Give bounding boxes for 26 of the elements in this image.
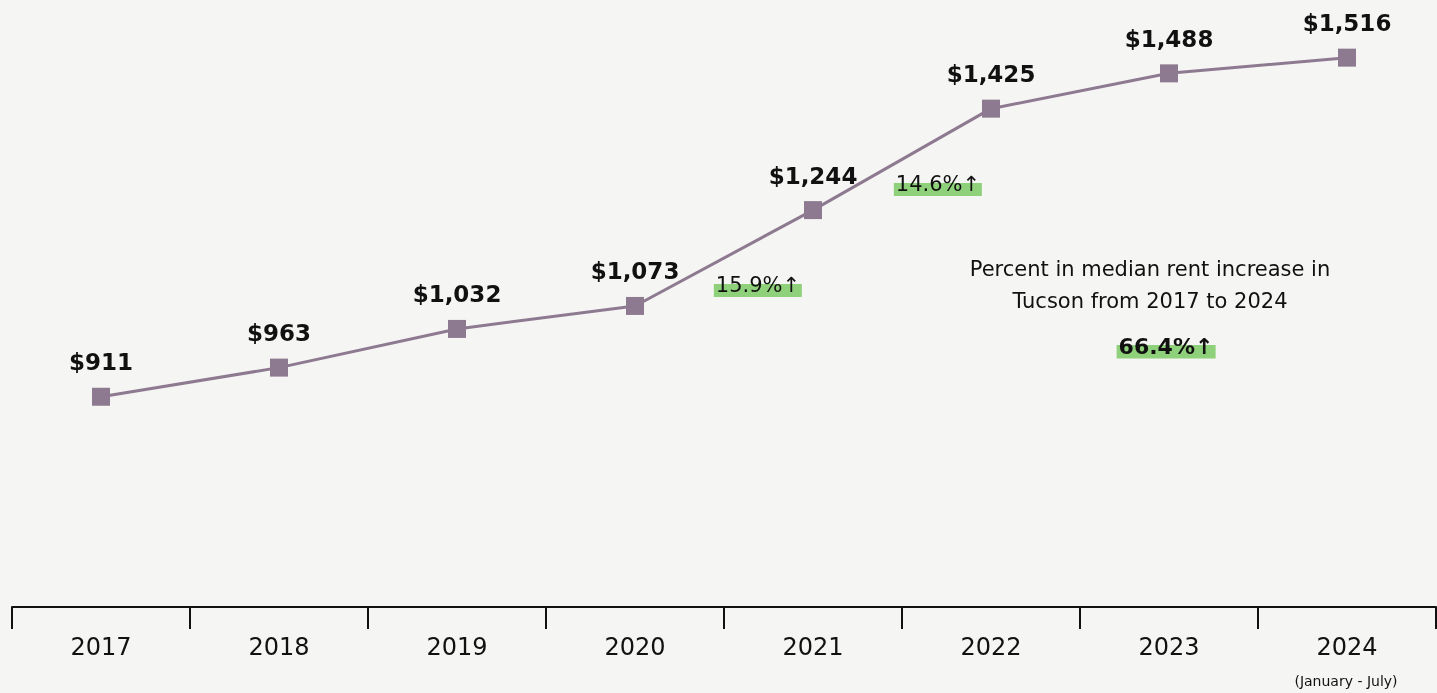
point: [982, 99, 1000, 118]
data-label: $1,073: [590, 258, 680, 285]
text: (January - July): [1294, 673, 1398, 689]
x-tick-label: 2019: [426, 633, 488, 661]
point: [92, 387, 110, 406]
data-label: $911: [68, 349, 134, 376]
annotation: Percent in median rent increase in Tucson from 2017 to 2024: [969, 256, 1331, 312]
point: [448, 319, 466, 338]
point: [626, 296, 644, 315]
x-tick-label: 2024: [1316, 633, 1378, 661]
point: [1160, 64, 1178, 83]
data-label: $1,516: [1302, 10, 1392, 37]
x-tick-label: 2017: [70, 633, 132, 661]
point: [270, 358, 288, 377]
x-tick-label: 2021: [782, 633, 844, 661]
data-label: $1,425: [946, 61, 1036, 88]
x-tick-label: 2022: [960, 633, 1022, 661]
point: [804, 201, 822, 220]
data-label: $1,488: [1124, 25, 1214, 52]
x-tick-label: 2018: [248, 633, 310, 661]
data-label: $1,032: [412, 281, 502, 308]
x-tick-label: 2023: [1138, 633, 1200, 661]
x-tick-label: 2020: [604, 633, 666, 661]
data-label: $1,244: [768, 162, 858, 189]
point: [1338, 48, 1356, 67]
data-label: $963: [246, 320, 312, 347]
